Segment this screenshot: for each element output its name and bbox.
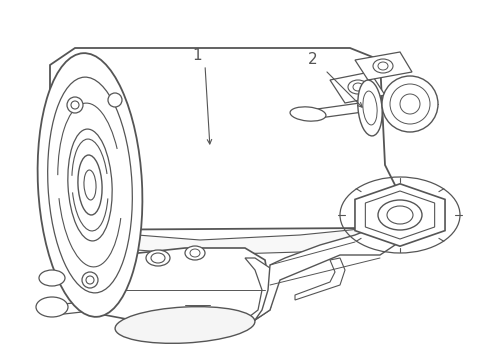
Polygon shape: [50, 215, 395, 255]
Polygon shape: [295, 258, 345, 300]
Ellipse shape: [373, 59, 393, 73]
Ellipse shape: [39, 270, 65, 286]
Ellipse shape: [36, 297, 68, 317]
Polygon shape: [355, 184, 445, 246]
Ellipse shape: [348, 80, 368, 94]
Ellipse shape: [67, 97, 83, 113]
Ellipse shape: [185, 246, 205, 260]
Polygon shape: [330, 72, 385, 103]
Polygon shape: [310, 103, 363, 119]
Ellipse shape: [146, 250, 170, 266]
Ellipse shape: [82, 272, 98, 288]
Polygon shape: [50, 48, 395, 230]
Ellipse shape: [38, 53, 143, 317]
Polygon shape: [255, 215, 395, 320]
Text: 1: 1: [192, 48, 202, 63]
Polygon shape: [55, 300, 100, 315]
Polygon shape: [100, 248, 270, 330]
Ellipse shape: [290, 107, 326, 121]
Ellipse shape: [358, 80, 382, 136]
Ellipse shape: [382, 76, 438, 132]
Polygon shape: [55, 272, 100, 282]
Ellipse shape: [78, 155, 102, 215]
Text: 2: 2: [308, 53, 318, 68]
Polygon shape: [355, 52, 412, 80]
Ellipse shape: [115, 307, 255, 343]
Ellipse shape: [378, 200, 422, 230]
Ellipse shape: [108, 93, 122, 107]
Polygon shape: [245, 258, 275, 320]
